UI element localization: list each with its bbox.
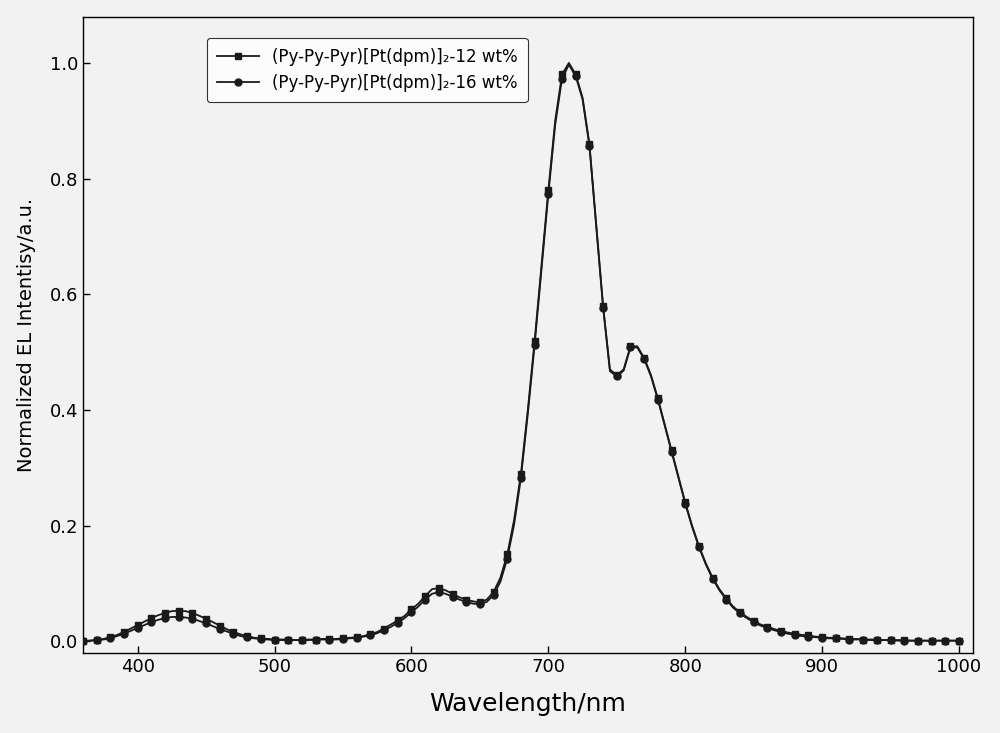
Line: (Py-Py-Pyr)[Pt(dpm)]₂-16 wt%: (Py-Py-Pyr)[Pt(dpm)]₂-16 wt% — [79, 61, 962, 645]
(Py-Py-Pyr)[Pt(dpm)]₂-12 wt% — [775, 627, 787, 636]
Line: (Py-Py-Pyr)[Pt(dpm)]₂-12 wt%: (Py-Py-Pyr)[Pt(dpm)]₂-12 wt% — [79, 59, 962, 645]
(Py-Py-Pyr)[Pt(dpm)]₂-16 wt% — [775, 627, 787, 636]
(Py-Py-Pyr)[Pt(dpm)]₂-16 wt% — [316, 635, 328, 644]
(Py-Py-Pyr)[Pt(dpm)]₂-12 wt% — [953, 636, 965, 645]
(Py-Py-Pyr)[Pt(dpm)]₂-16 wt% — [535, 265, 547, 274]
(Py-Py-Pyr)[Pt(dpm)]₂-12 wt% — [563, 59, 575, 67]
(Py-Py-Pyr)[Pt(dpm)]₂-16 wt% — [604, 366, 616, 375]
(Py-Py-Pyr)[Pt(dpm)]₂-16 wt% — [563, 60, 575, 69]
(Py-Py-Pyr)[Pt(dpm)]₂-16 wt% — [77, 637, 89, 646]
(Py-Py-Pyr)[Pt(dpm)]₂-12 wt% — [77, 637, 89, 646]
(Py-Py-Pyr)[Pt(dpm)]₂-12 wt% — [316, 635, 328, 644]
Legend: (Py-Py-Pyr)[Pt(dpm)]₂-12 wt%, (Py-Py-Pyr)[Pt(dpm)]₂-16 wt%: (Py-Py-Pyr)[Pt(dpm)]₂-12 wt%, (Py-Py-Pyr… — [207, 37, 528, 102]
(Py-Py-Pyr)[Pt(dpm)]₂-16 wt% — [850, 635, 862, 644]
(Py-Py-Pyr)[Pt(dpm)]₂-12 wt% — [535, 261, 547, 270]
(Py-Py-Pyr)[Pt(dpm)]₂-16 wt% — [118, 630, 130, 638]
(Py-Py-Pyr)[Pt(dpm)]₂-12 wt% — [118, 627, 130, 636]
X-axis label: Wavelength/nm: Wavelength/nm — [429, 693, 626, 716]
Y-axis label: Normalized EL Intentisy/a.u.: Normalized EL Intentisy/a.u. — [17, 198, 36, 472]
(Py-Py-Pyr)[Pt(dpm)]₂-12 wt% — [604, 365, 616, 374]
(Py-Py-Pyr)[Pt(dpm)]₂-12 wt% — [850, 635, 862, 644]
(Py-Py-Pyr)[Pt(dpm)]₂-16 wt% — [953, 636, 965, 645]
